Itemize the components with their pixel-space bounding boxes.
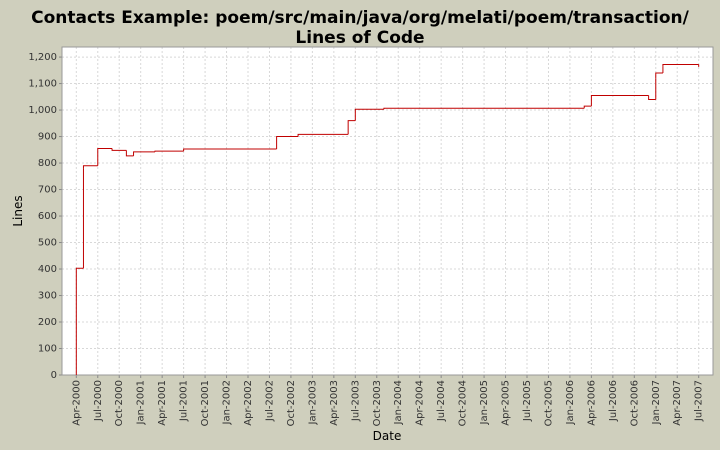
x-tick-label: Oct-2002 (286, 380, 297, 426)
x-tick-label: Oct-2004 (458, 380, 469, 426)
x-tick-label: Jul-2006 (608, 380, 619, 422)
x-tick-label: Jan-2007 (651, 380, 662, 425)
x-tick-label: Apr-2003 (329, 380, 340, 426)
y-tick-label: 500 (38, 238, 57, 249)
step-line (698, 64, 700, 67)
y-tick-label: 1,200 (28, 52, 57, 63)
y-axis-label: Lines (11, 195, 25, 226)
y-tick-label: 100 (38, 344, 57, 355)
step-line (583, 105, 592, 109)
step-line (154, 150, 184, 152)
x-tick-label: Apr-2000 (71, 380, 82, 426)
step-line (383, 107, 585, 110)
chart-title: Lines of Code (295, 28, 424, 48)
x-tick-label: Jul-2001 (179, 380, 190, 422)
x-tick-label: Jan-2001 (136, 380, 147, 425)
x-tick-label: Oct-2001 (200, 380, 211, 426)
x-tick-label: Jul-2005 (522, 380, 533, 422)
x-tick-label: Apr-2004 (415, 380, 426, 426)
plot-border (61, 46, 714, 376)
step-line (97, 147, 113, 153)
x-tick-label: Apr-2001 (157, 380, 168, 426)
y-tick-label: 600 (38, 211, 57, 222)
x-tick-label: Oct-2000 (114, 380, 125, 426)
step-line (276, 136, 299, 150)
step-line (297, 133, 349, 137)
x-tick-label: Apr-2005 (501, 380, 512, 426)
x-tick-label: Jul-2002 (264, 380, 275, 422)
step-line (354, 108, 384, 121)
step-line (82, 165, 98, 169)
x-tick-label: Oct-2005 (543, 380, 554, 426)
y-tick-label: 400 (38, 264, 57, 275)
step-line (662, 63, 699, 67)
step-line (347, 120, 356, 135)
step-line (111, 148, 127, 151)
chart-title: Contacts Example: poem/src/main/java/org… (31, 8, 690, 28)
y-tick-label: 200 (38, 317, 57, 328)
x-tick-label: Jan-2004 (393, 380, 404, 425)
step-line (125, 150, 134, 157)
y-tick-label: 1,100 (28, 79, 57, 90)
y-tick-label: 0 (51, 370, 57, 381)
step-line (590, 94, 649, 107)
step-line (655, 72, 663, 79)
x-tick-label: Apr-2002 (243, 380, 254, 426)
x-tick-label: Apr-2007 (672, 380, 683, 426)
step-line (75, 267, 84, 375)
plot-area (62, 47, 713, 375)
x-tick-label: Jan-2002 (222, 380, 233, 425)
x-tick-label: Oct-2006 (629, 380, 640, 426)
x-tick-label: Jul-2004 (436, 380, 447, 422)
y-tick-label: 800 (38, 158, 57, 169)
x-tick-label: Jul-2000 (93, 380, 104, 422)
y-tick-label: 1,000 (28, 105, 57, 116)
y-tick-label: 300 (38, 291, 57, 302)
x-tick-label: Oct-2003 (372, 380, 383, 426)
y-tick-label: 700 (38, 185, 57, 196)
step-line (133, 151, 155, 156)
x-tick-label: Apr-2006 (586, 380, 597, 426)
step-line (648, 95, 656, 100)
y-tick-label: 900 (38, 132, 57, 143)
x-axis-label: Date (373, 429, 402, 443)
x-tick-label: Jan-2003 (307, 380, 318, 425)
x-tick-label: Jul-2003 (350, 380, 361, 422)
x-tick-label: Jan-2005 (479, 380, 490, 425)
x-tick-label: Jan-2006 (565, 380, 576, 425)
x-tick-label: Jul-2007 (694, 380, 705, 422)
step-line (183, 148, 277, 152)
